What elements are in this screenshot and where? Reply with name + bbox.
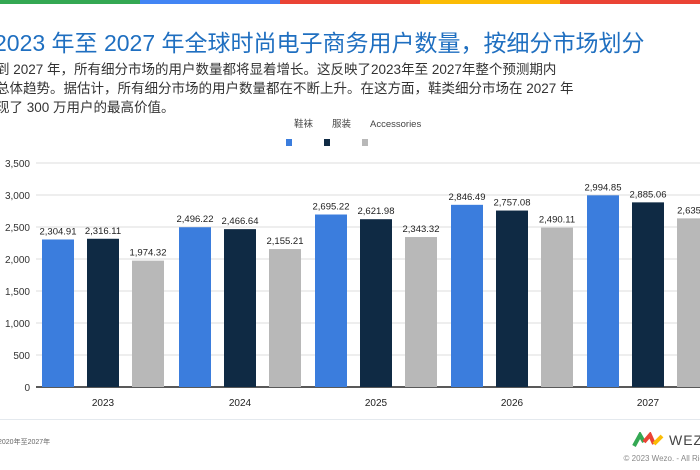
- bar-Accessories-2027: [677, 218, 700, 387]
- bar-鞋袜-2027: [587, 195, 619, 387]
- source-footnote: 2020年至2027年: [0, 439, 51, 446]
- y-tick-label: 2,500: [5, 223, 30, 234]
- bar-鞋袜-2026: [451, 204, 483, 387]
- y-tick-label: 3,500: [5, 159, 30, 170]
- bar-Accessories-2023: [132, 260, 164, 387]
- y-tick-label: 2,000: [5, 255, 30, 266]
- bar-鞋袜-2024: [179, 227, 211, 387]
- bar-服装-2025: [360, 219, 392, 387]
- bar-服装-2023: [87, 238, 119, 387]
- bar-chart: 0 500 1,000 1,500 2,000 2,500 3,000 3,500 2,304.…: [0, 118, 700, 420]
- legend-swatch: [362, 139, 368, 146]
- data-label: 2,621.98: [358, 206, 395, 217]
- data-label: 2,994.85: [585, 182, 622, 193]
- logo-mark-icon: [632, 432, 664, 447]
- data-label: 2,155.21: [267, 236, 304, 247]
- top-color-bar: [0, 0, 700, 4]
- bar-服装-2026: [496, 210, 528, 387]
- x-tick-label: 2027: [637, 398, 660, 409]
- top-bar-segment: [420, 0, 560, 4]
- x-tick-label: 2026: [501, 398, 524, 409]
- top-bar-segment: [0, 0, 140, 4]
- data-label: 2,695.22: [313, 202, 350, 213]
- data-label: 2,343.32: [403, 224, 440, 235]
- y-tick-label: 500: [13, 351, 30, 362]
- data-label: 2,304.91: [40, 226, 77, 237]
- legend-swatch: [286, 139, 292, 146]
- y-tick-label: 0: [24, 383, 30, 394]
- page-title: 2023 年至 2027 年全球时尚电子商务用户数量，按细分市场划分: [0, 30, 645, 56]
- legend-swatch: [324, 139, 330, 146]
- copyright: © 2023 Wezo. - All Rig: [623, 454, 700, 463]
- top-bar-segment: [140, 0, 280, 4]
- wezo-logo: WEZO: [632, 432, 700, 448]
- bar-Accessories-2025: [405, 237, 437, 387]
- bar-Accessories-2026: [541, 227, 573, 387]
- data-label: 2,635.0: [677, 205, 700, 216]
- data-label: 1,974.32: [130, 248, 167, 259]
- data-label: 2,490.11: [539, 215, 575, 226]
- bar-鞋袜-2025: [315, 214, 347, 387]
- data-label: 2,846.49: [449, 192, 486, 203]
- logo-text: WEZO: [669, 432, 700, 448]
- data-label: 2,885.06: [630, 189, 667, 200]
- x-tick-label: 2023: [92, 398, 115, 409]
- y-tick-label: 1,000: [5, 319, 30, 330]
- data-label: 2,316.11: [85, 226, 121, 237]
- description: 到 2027 年，所有细分市场的用户数量都将显着增长。这反映了2023年至 20…: [0, 62, 574, 115]
- x-tick-label: 2024: [229, 398, 252, 409]
- bar-服装-2024: [224, 229, 256, 387]
- top-bar-segment: [560, 0, 700, 4]
- data-label: 2,466.64: [222, 216, 259, 227]
- y-tick-label: 3,000: [5, 191, 30, 202]
- data-label: 2,757.08: [494, 198, 531, 209]
- legend-label: Accessories: [370, 119, 421, 130]
- data-label: 2,496.22: [177, 214, 214, 225]
- x-tick-label: 2025: [365, 398, 388, 409]
- bar-Accessories-2024: [269, 249, 301, 387]
- y-tick-label: 1,500: [5, 287, 30, 298]
- legend-label: 服装: [332, 118, 352, 130]
- legend-label: 鞋袜: [294, 118, 314, 130]
- bar-鞋袜-2023: [42, 239, 74, 387]
- top-bar-segment: [280, 0, 420, 4]
- bar-服装-2027: [632, 202, 664, 387]
